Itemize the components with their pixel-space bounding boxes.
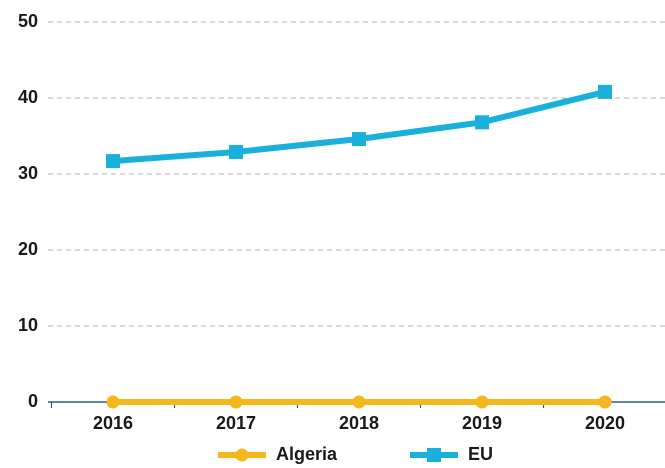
legend-label: Algeria [276, 444, 338, 464]
marker [352, 395, 366, 409]
series-line [112, 89, 606, 165]
marker [598, 84, 612, 99]
legend-marker [427, 448, 441, 462]
x-tick-label: 2018 [339, 413, 379, 433]
x-tick-label: 2020 [585, 413, 625, 433]
y-tick-label: 20 [18, 239, 38, 259]
legend-marker [235, 448, 249, 462]
y-tick-label: 0 [28, 391, 38, 411]
legend-label: EU [468, 444, 493, 464]
marker [475, 395, 489, 409]
marker [106, 395, 120, 409]
marker [106, 154, 120, 169]
y-tick-label: 40 [18, 87, 38, 107]
marker [475, 115, 489, 130]
y-tick-label: 50 [18, 11, 38, 31]
x-tick-label: 2016 [93, 413, 133, 433]
marker [229, 395, 243, 409]
y-tick-label: 30 [18, 163, 38, 183]
marker [352, 132, 366, 147]
x-tick-label: 2019 [462, 413, 502, 433]
y-tick-label: 10 [18, 315, 38, 335]
x-tick-label: 2017 [216, 413, 256, 433]
marker [229, 144, 243, 159]
marker [598, 395, 612, 409]
